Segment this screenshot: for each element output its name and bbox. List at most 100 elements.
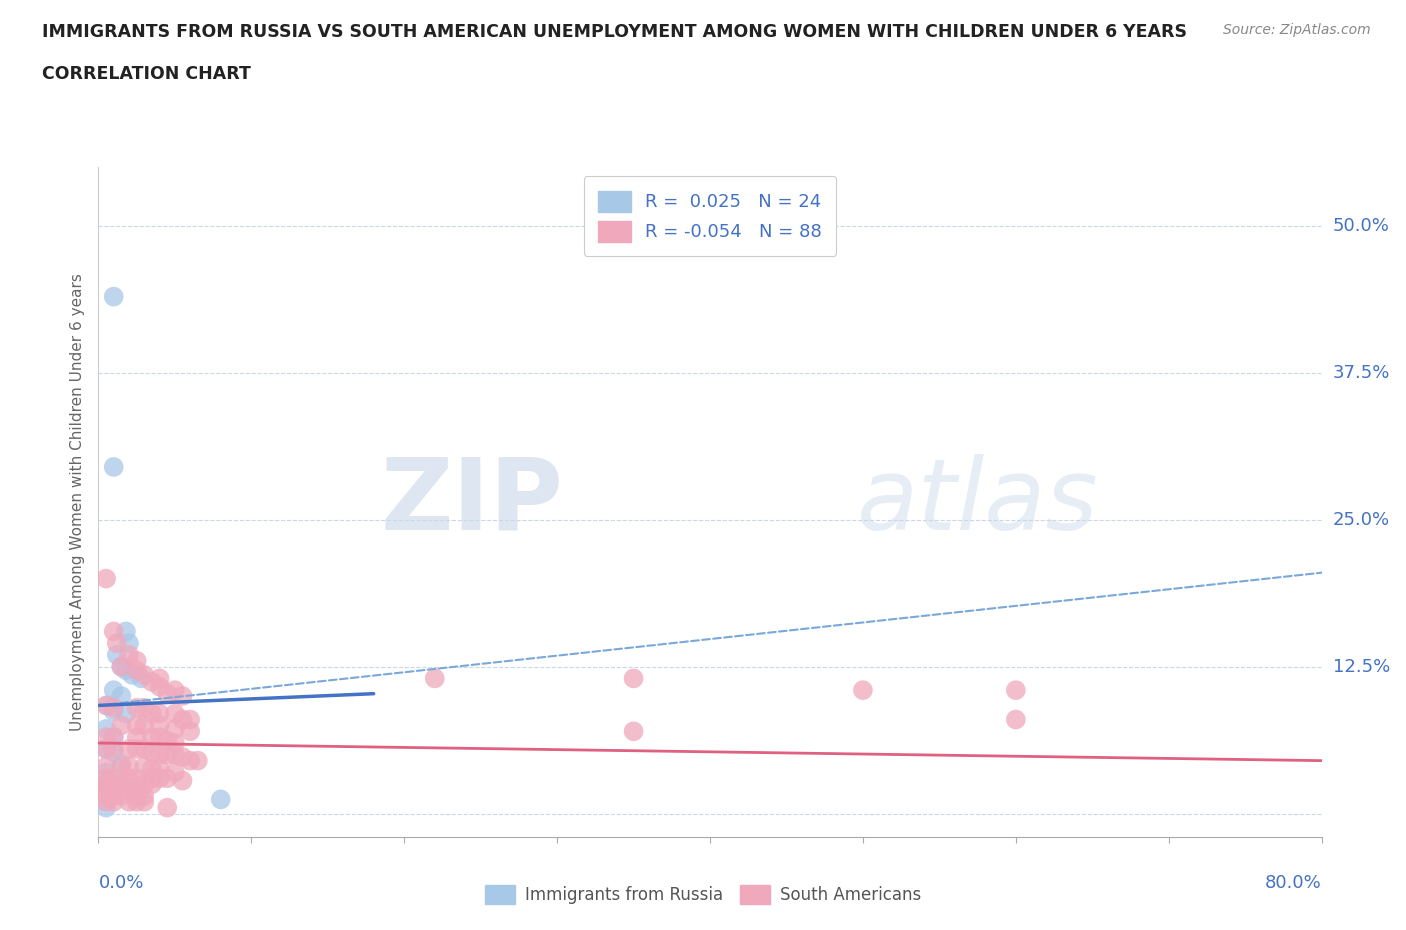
- Point: [141, 762, 163, 777]
- Point: [115, 624, 138, 639]
- Text: 50.0%: 50.0%: [1333, 217, 1389, 235]
- Point: [103, 289, 125, 304]
- Point: [103, 789, 125, 804]
- Point: [118, 794, 141, 809]
- Point: [94, 794, 117, 809]
- Point: [179, 712, 201, 727]
- Point: [1004, 712, 1026, 727]
- Point: [103, 741, 125, 756]
- Point: [103, 624, 125, 639]
- Point: [163, 706, 186, 721]
- Point: [134, 741, 156, 756]
- Point: [163, 736, 186, 751]
- Point: [94, 765, 117, 780]
- Point: [103, 459, 125, 474]
- Point: [94, 730, 117, 745]
- Point: [623, 724, 645, 738]
- Point: [1004, 683, 1026, 698]
- Point: [110, 718, 132, 733]
- Point: [141, 674, 163, 689]
- Point: [187, 753, 209, 768]
- Point: [94, 698, 117, 713]
- Text: 12.5%: 12.5%: [1333, 658, 1391, 676]
- Point: [105, 636, 128, 651]
- Point: [94, 571, 117, 586]
- Point: [209, 792, 232, 807]
- Point: [94, 722, 117, 737]
- Point: [172, 750, 194, 764]
- Text: 37.5%: 37.5%: [1333, 364, 1391, 382]
- Point: [172, 773, 194, 788]
- Point: [110, 659, 132, 674]
- Point: [103, 700, 125, 715]
- Point: [134, 759, 156, 774]
- Point: [141, 706, 163, 721]
- Y-axis label: Unemployment Among Women with Children Under 6 years: Unemployment Among Women with Children U…: [70, 273, 86, 731]
- Point: [134, 777, 156, 791]
- Point: [94, 789, 117, 804]
- Point: [118, 771, 141, 786]
- Point: [141, 771, 163, 786]
- Point: [118, 636, 141, 651]
- Text: 25.0%: 25.0%: [1333, 511, 1391, 529]
- Point: [125, 700, 148, 715]
- Point: [149, 718, 172, 733]
- Text: 0.0%: 0.0%: [98, 874, 143, 892]
- Point: [179, 753, 201, 768]
- Point: [103, 683, 125, 698]
- Point: [163, 683, 186, 698]
- Point: [94, 759, 117, 774]
- Point: [172, 688, 194, 703]
- Point: [103, 785, 125, 800]
- Point: [121, 668, 143, 683]
- Point: [149, 771, 172, 786]
- Point: [125, 663, 148, 678]
- Point: [125, 730, 148, 745]
- Point: [110, 757, 132, 772]
- Point: [94, 777, 117, 791]
- Point: [163, 748, 186, 763]
- Point: [105, 647, 128, 662]
- Point: [141, 730, 163, 745]
- Point: [125, 782, 148, 797]
- Text: 80.0%: 80.0%: [1265, 874, 1322, 892]
- Point: [149, 762, 172, 777]
- Point: [125, 794, 148, 809]
- Point: [110, 659, 132, 674]
- Point: [94, 771, 117, 786]
- Point: [94, 800, 117, 815]
- Text: IMMIGRANTS FROM RUSSIA VS SOUTH AMERICAN UNEMPLOYMENT AMONG WOMEN WITH CHILDREN : IMMIGRANTS FROM RUSSIA VS SOUTH AMERICAN…: [42, 23, 1187, 41]
- Point: [115, 663, 138, 678]
- Point: [163, 722, 186, 737]
- Point: [149, 679, 172, 694]
- Point: [179, 724, 201, 738]
- Point: [97, 698, 120, 713]
- Point: [149, 748, 172, 763]
- Point: [103, 745, 125, 760]
- Point: [134, 668, 156, 683]
- Point: [149, 671, 172, 685]
- Point: [118, 759, 141, 774]
- Point: [156, 771, 179, 786]
- Point: [110, 777, 132, 791]
- Point: [94, 741, 117, 756]
- Point: [125, 654, 148, 669]
- Point: [141, 745, 163, 760]
- Point: [94, 782, 117, 797]
- Point: [125, 741, 148, 756]
- Point: [110, 759, 132, 774]
- Point: [103, 730, 125, 745]
- Point: [103, 730, 125, 745]
- Point: [94, 777, 117, 791]
- Text: Source: ZipAtlas.com: Source: ZipAtlas.com: [1223, 23, 1371, 37]
- Point: [110, 688, 132, 703]
- Point: [163, 765, 186, 780]
- Point: [134, 794, 156, 809]
- Point: [156, 733, 179, 748]
- Point: [149, 730, 172, 745]
- Point: [118, 782, 141, 797]
- Point: [103, 782, 125, 797]
- Point: [141, 777, 163, 791]
- Point: [115, 706, 138, 721]
- Text: ZIP: ZIP: [381, 454, 564, 551]
